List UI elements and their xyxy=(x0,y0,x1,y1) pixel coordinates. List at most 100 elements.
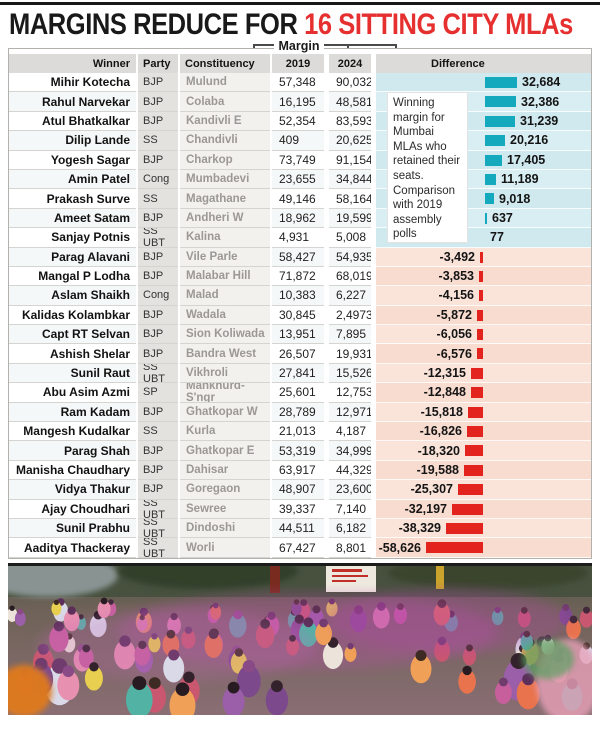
party-cell: BJP xyxy=(138,480,178,500)
constituency-cell: Colaba xyxy=(180,92,270,112)
winner-cell: Atul Bhatkalkar xyxy=(9,111,136,132)
margin-2019-cell: 16,195 xyxy=(272,92,324,112)
margin-2019-cell: 49,146 xyxy=(272,189,324,209)
diff-bar xyxy=(446,522,483,534)
diff-cell: 32,684 xyxy=(376,73,591,93)
constituency-cell: Mulund xyxy=(180,73,270,93)
diff-value: -5,872 xyxy=(436,307,472,322)
diff-cell: -18,320 xyxy=(376,441,591,461)
winner-cell: Aslam Shaikh xyxy=(9,286,136,306)
margin-2024-cell: 90,032 xyxy=(329,73,371,93)
diff-bar xyxy=(485,212,487,224)
margin-2024-cell: 5,008 xyxy=(329,228,371,248)
diff-bar xyxy=(477,348,483,360)
winner-cell: Sunil Prabhu xyxy=(9,518,136,539)
margin-2019-cell: 4,931 xyxy=(272,228,324,248)
margin-2024-cell: 91,154 xyxy=(329,150,371,170)
winner-cell: Mangesh Kudalkar xyxy=(9,422,136,442)
diff-value: -4,156 xyxy=(438,288,474,303)
margin-2019-cell: 57,348 xyxy=(272,73,324,93)
winner-cell: Abu Asim Azmi xyxy=(9,383,136,403)
annotation-box: Winning margin for Mumbai MLAs who retai… xyxy=(387,92,468,243)
constituency-cell: Magathane xyxy=(180,189,270,209)
winner-cell: Mihir Kotecha xyxy=(9,73,136,93)
constituency-cell: Kurla xyxy=(180,422,270,442)
margin-2019-cell: 30,845 xyxy=(272,305,324,326)
diff-cell: -3,853 xyxy=(376,266,591,287)
margin-2024-cell: 23,600 xyxy=(329,480,371,500)
constituency-cell: Sion Koliwada xyxy=(180,325,270,345)
constituency-cell: Kalina xyxy=(180,228,270,248)
margin-2024-cell: 7,895 xyxy=(329,325,371,345)
party-cell: SS xyxy=(138,189,178,209)
winner-cell: Ashish Shelar xyxy=(9,344,136,364)
constituency-cell: Vikhroli xyxy=(180,363,270,384)
margin-2019-cell: 44,511 xyxy=(272,518,324,539)
annotation-text: Winning margin for Mumbai MLAs who retai… xyxy=(393,97,461,241)
annotation-connector-line xyxy=(345,44,397,46)
margin-2019-cell: 21,013 xyxy=(272,422,324,442)
diff-cell: -16,826 xyxy=(376,422,591,442)
party-cell: BJP xyxy=(138,441,178,461)
table-row: Ram Kadam BJP Ghatkopar W 28,789 12,971 … xyxy=(9,402,591,423)
party-cell: SS UBT xyxy=(138,518,178,539)
diff-bar xyxy=(426,542,483,554)
margin-2024-cell: 12,971 xyxy=(329,402,371,423)
diff-cell: -38,329 xyxy=(376,518,591,539)
party-cell: BJP xyxy=(138,92,178,112)
party-cell: BJP xyxy=(138,344,178,364)
table-row: Capt RT Selvan BJP Sion Koliwada 13,951 … xyxy=(9,325,591,345)
party-cell: SS UBT xyxy=(138,363,178,384)
diff-value: -58,626 xyxy=(378,540,421,555)
margin-2019-cell: 18,962 xyxy=(272,208,324,229)
diff-value: -19,588 xyxy=(416,463,459,477)
diff-value: -25,307 xyxy=(410,482,453,497)
constituency-cell: Sewree xyxy=(180,499,270,519)
table-row: Aaditya Thackeray SS UBT Worli 67,427 8,… xyxy=(9,538,591,558)
constituency-cell: Charkop xyxy=(180,150,270,170)
party-cell: SS xyxy=(138,131,178,151)
table-row: Ashish Shelar BJP Bandra West 26,507 19,… xyxy=(9,344,591,364)
table-row: Abu Asim Azmi SP Mankhurd-S'ngr 25,601 1… xyxy=(9,383,591,403)
diff-value: 31,239 xyxy=(520,113,559,128)
diff-value: -32,197 xyxy=(404,501,447,516)
diff-bar xyxy=(452,503,483,515)
diff-bar xyxy=(485,115,515,127)
constituency-cell: Bandra West xyxy=(180,344,270,364)
diff-cell: -25,307 xyxy=(376,480,591,500)
diff-cell: -6,056 xyxy=(376,325,591,345)
header-constituency: Constituency xyxy=(180,54,270,73)
top-rule xyxy=(0,2,600,5)
margin-group-label: Margin xyxy=(253,37,345,55)
party-cell: BJP xyxy=(138,150,178,170)
margin-2019-cell: 63,917 xyxy=(272,460,324,481)
margin-2024-cell: 58,164 xyxy=(329,189,371,209)
margin-2019-cell: 23,655 xyxy=(272,169,324,190)
table-row: Sanjay Potnis SS UBT Kalina 4,931 5,008 … xyxy=(9,228,591,248)
margin-2019-cell: 28,789 xyxy=(272,402,324,423)
winner-cell: Rahul Narvekar xyxy=(9,92,136,112)
diff-value: 20,216 xyxy=(510,133,549,148)
constituency-cell: Wadala xyxy=(180,305,270,326)
winner-cell: Manisha Chaudhary xyxy=(9,460,136,481)
table-row: Parag Shah BJP Ghatkopar E 53,319 34,999… xyxy=(9,441,591,461)
diff-value: -12,848 xyxy=(423,385,466,400)
diff-bar xyxy=(468,406,483,418)
diff-value: 11,189 xyxy=(501,172,539,187)
diff-cell: -32,197 xyxy=(376,499,591,519)
party-cell: BJP xyxy=(138,325,178,345)
constituency-cell: Mankhurd-S'ngr xyxy=(180,383,270,403)
diff-value: -38,329 xyxy=(398,521,441,536)
winner-cell: Parag Shah xyxy=(9,441,136,461)
diff-value: -6,056 xyxy=(436,327,472,342)
diff-cell: -6,576 xyxy=(376,344,591,364)
table-row: Prakash Surve SS Magathane 49,146 58,164… xyxy=(9,189,591,209)
margin-2024-cell: 4,187 xyxy=(329,422,371,442)
constituency-cell: Ghatkopar W xyxy=(180,402,270,423)
constituency-cell: Goregaon xyxy=(180,480,270,500)
winner-cell: Sunil Raut xyxy=(9,363,136,384)
margin-2024-cell: 83,593 xyxy=(329,111,371,132)
diff-value: 32,386 xyxy=(521,94,560,109)
party-cell: BJP xyxy=(138,73,178,93)
